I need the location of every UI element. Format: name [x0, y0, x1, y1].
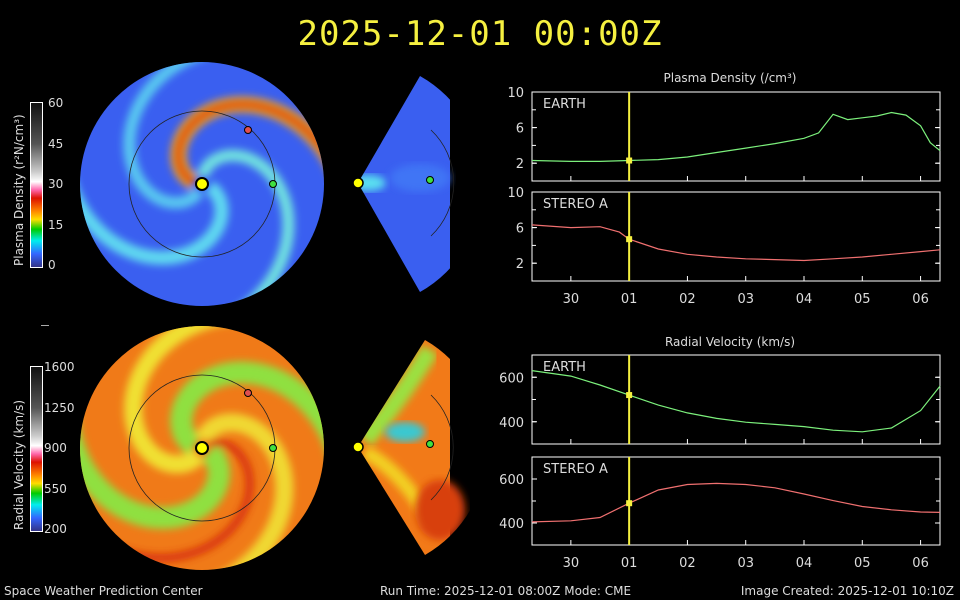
stereo-a-marker: [244, 126, 252, 397]
current-value-marker: [626, 500, 633, 507]
plot-frame: [531, 191, 941, 282]
plot-frame: [531, 91, 941, 182]
density-tick: 30: [48, 177, 64, 191]
y-tick-label: 6: [516, 122, 524, 137]
velocity-plot-title: Radial Velocity (km/s): [664, 335, 796, 349]
current-value-marker: [626, 392, 633, 399]
divider-dash: [41, 325, 49, 326]
velocity-tick: 550: [44, 482, 67, 496]
y-tick-label: 400: [499, 416, 524, 431]
x-tick-label: 05: [854, 292, 871, 307]
plot-frame: [531, 354, 941, 445]
y-tick-label: 600: [499, 473, 524, 488]
solar-wind-stream: [123, 62, 231, 209]
density-plot-title: Plasma Density (/cm³): [663, 71, 797, 85]
solar-wind-stream: [170, 361, 324, 469]
y-tick-label: 6: [516, 222, 524, 237]
x-tick-label: 04: [796, 292, 813, 307]
x-tick-label: 05: [854, 556, 871, 571]
series-line: [531, 224, 941, 262]
velocity-ecliptic-map: [80, 326, 324, 570]
x-tick-label: 06: [912, 292, 929, 307]
footer-run-time: Run Time: 2025-12-01 08:00Z Mode: CME: [380, 584, 632, 598]
density-tick: 45: [48, 137, 64, 151]
density-tick: 15: [48, 218, 64, 232]
current-value-marker: [626, 236, 633, 243]
timestamp-title: 2025-12-01 00:00Z: [297, 14, 663, 54]
solar-wind-stream: [124, 326, 244, 474]
panel-label: EARTH: [543, 360, 586, 375]
density-tick: 0: [48, 258, 56, 272]
x-tick-label: 04: [796, 556, 813, 571]
x-tick-label: 02: [679, 556, 696, 571]
panel-label: EARTH: [543, 97, 586, 112]
solar-wind-stream: [196, 149, 295, 306]
density-tick: 60: [48, 96, 64, 110]
x-tick-label: 01: [621, 292, 638, 307]
series-line: [531, 482, 941, 523]
solar-wind-stream: [94, 438, 254, 562]
current-value-marker: [626, 157, 633, 164]
density-colorbar: [30, 102, 43, 268]
y-tick-label: 400: [499, 517, 524, 532]
y-tick-label: 2: [516, 257, 524, 272]
solar-wind-stream: [80, 409, 230, 529]
y-tick-label: 2: [516, 157, 524, 172]
x-tick-label: 06: [912, 556, 929, 571]
x-tick-label: 03: [737, 292, 754, 307]
solar-wind-stream: [195, 413, 294, 570]
footer-credit: Space Weather Prediction Center: [4, 584, 203, 598]
footer-image-created: Image Created: 2025-12-01 10:10Z: [740, 584, 954, 598]
earth-marker: [269, 176, 434, 452]
velocity-tick: 900: [44, 441, 67, 455]
sun-marker: [195, 177, 364, 455]
x-tick-label: 30: [563, 556, 580, 571]
y-tick-label: 10: [507, 186, 524, 201]
x-tick-label: 01: [621, 556, 638, 571]
series-line: [531, 111, 941, 162]
x-tick-label: 02: [679, 292, 696, 307]
x-tick-label: 30: [563, 292, 580, 307]
series-line: [531, 370, 941, 433]
velocity-tick: 1600: [44, 360, 75, 374]
y-tick-label: 10: [507, 86, 524, 101]
panel-label: STEREO A: [543, 197, 608, 212]
velocity-tick: 1250: [44, 401, 75, 415]
heliosphere-maps: [80, 62, 465, 570]
solar-wind-stream: [175, 101, 324, 189]
panel-label: STEREO A: [543, 462, 608, 477]
y-tick-label: 600: [499, 371, 524, 386]
velocity-colorbar: [30, 366, 43, 532]
velocity-tick: 200: [44, 522, 67, 536]
solar-wind-stream: [80, 159, 229, 265]
x-tick-label: 03: [737, 556, 754, 571]
